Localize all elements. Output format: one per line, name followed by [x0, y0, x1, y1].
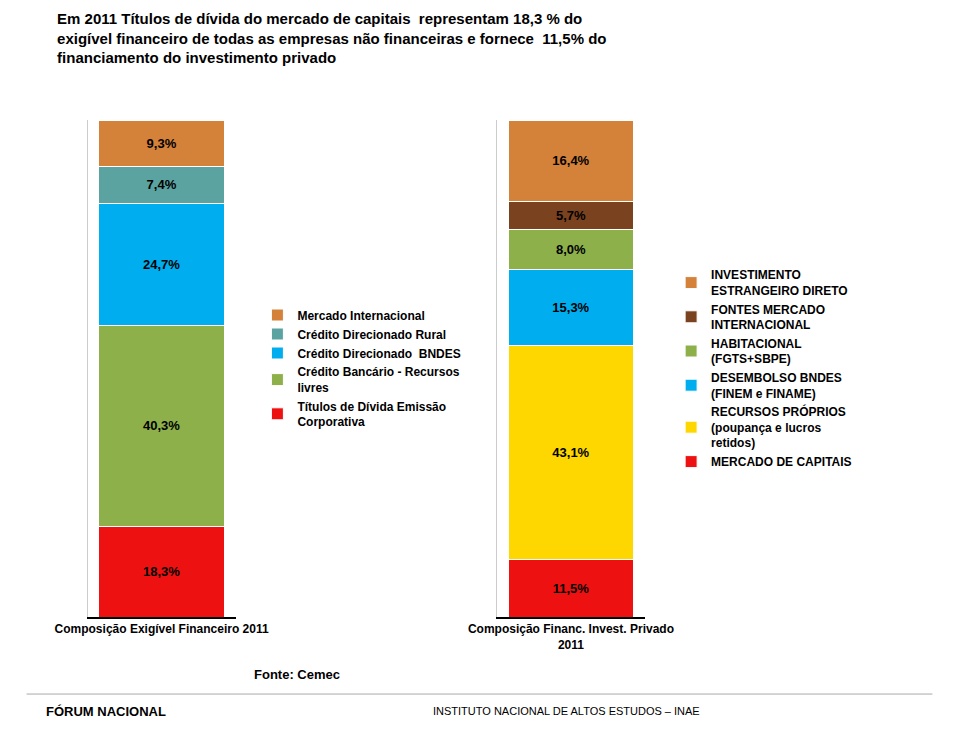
svg-text:Mercado Internacional: Mercado Internacional: [297, 309, 424, 323]
svg-text:Crédito Direcionado Rural: Crédito Direcionado Rural: [297, 328, 446, 342]
svg-text:FÓRUM NACIONAL: FÓRUM NACIONAL: [46, 704, 166, 719]
svg-text:7,4%: 7,4%: [147, 177, 177, 192]
svg-text:Composição Financ. Invest. Pri: Composição Financ. Invest. Privado2011: [468, 622, 674, 652]
svg-text:Composição Exigível Financeiro: Composição Exigível Financeiro 2011: [55, 622, 269, 636]
svg-text:Crédito Bancário - Recursosliv: Crédito Bancário - Recursoslivres: [297, 365, 459, 395]
svg-text:HABITACIONAL(FGTS+SBPE): HABITACIONAL(FGTS+SBPE): [711, 337, 801, 367]
svg-text:MERCADO DE CAPITAIS: MERCADO DE CAPITAIS: [711, 455, 851, 469]
svg-text:Títulos de Dívida EmissãoCorpo: Títulos de Dívida EmissãoCorporativa: [297, 400, 446, 430]
svg-text:INVESTIMENTOESTRANGEIRO DIRETO: INVESTIMENTOESTRANGEIRO DIRETO: [711, 268, 847, 298]
svg-text:40,3%: 40,3%: [143, 418, 180, 433]
svg-text:FONTES MERCADOINTERNACIONAL: FONTES MERCADOINTERNACIONAL: [711, 303, 825, 333]
svg-text:8,0%: 8,0%: [556, 242, 586, 257]
svg-text:Em 2011 Títulos de dívida do m: Em 2011 Títulos de dívida do mercado de …: [57, 10, 606, 66]
svg-text:DESEMBOLSO BNDES(FINEM e FINAM: DESEMBOLSO BNDES(FINEM e FINAME): [711, 371, 842, 401]
svg-text:RECURSOS PRÓPRIOS(poupança e l: RECURSOS PRÓPRIOS(poupança e lucrosretid…: [711, 404, 846, 450]
svg-text:43,1%: 43,1%: [552, 445, 589, 460]
svg-text:Crédito Direcionado BNDES: Crédito Direcionado BNDES: [297, 347, 460, 361]
svg-text:5,7%: 5,7%: [556, 208, 586, 223]
svg-text:16,4%: 16,4%: [552, 153, 589, 168]
svg-text:18,3%: 18,3%: [143, 564, 180, 579]
svg-text:INSTITUTO NACIONAL DE ALTOS ES: INSTITUTO NACIONAL DE ALTOS ESTUDOS – IN…: [433, 705, 700, 717]
svg-text:9,3%: 9,3%: [147, 136, 177, 151]
svg-text:11,5%: 11,5%: [553, 581, 590, 596]
svg-text:24,7%: 24,7%: [143, 257, 180, 272]
svg-text:15,3%: 15,3%: [552, 300, 589, 315]
svg-text:Fonte: Cemec: Fonte: Cemec: [254, 667, 340, 682]
